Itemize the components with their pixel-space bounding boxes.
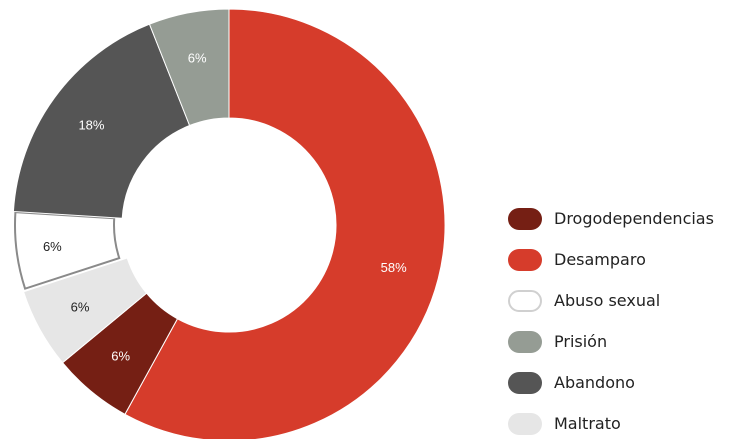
- slice-abuso-sexual[interactable]: [14, 211, 121, 290]
- slice-prisi-n[interactable]: [148, 8, 230, 127]
- legend-item-maltrato[interactable]: Maltrato: [508, 403, 738, 444]
- legend-item-desamparo[interactable]: Desamparo: [508, 239, 738, 280]
- legend-label: Desamparo: [554, 250, 646, 269]
- slice-label: 58%: [381, 260, 407, 275]
- slice-label: 6%: [71, 299, 90, 314]
- legend-swatch: [508, 248, 542, 271]
- slice-label: 6%: [43, 239, 62, 254]
- legend-label: Maltrato: [554, 414, 621, 433]
- legend-label: Prisión: [554, 332, 608, 351]
- legend-label: Abandono: [554, 373, 635, 392]
- chart-legend: Drogodependencias Desamparo Abuso sexual…: [508, 198, 738, 444]
- legend-item-drogodependencias[interactable]: Drogodependencias: [508, 198, 738, 239]
- slice-abandono[interactable]: [12, 23, 191, 219]
- slice-label: 18%: [78, 118, 104, 133]
- legend-swatch: [508, 412, 542, 435]
- slice-maltrato[interactable]: [22, 257, 148, 364]
- legend-item-prision[interactable]: Prisión: [508, 321, 738, 362]
- legend-swatch: [508, 289, 542, 312]
- donut-slices: [12, 8, 446, 439]
- slice-label: 6%: [111, 348, 130, 363]
- slice-labels: 58% 6% 6% 6% 18% 6%: [43, 51, 407, 364]
- slice-label: 6%: [188, 51, 207, 66]
- legend-swatch: [508, 207, 542, 230]
- slice-desamparo[interactable]: [124, 8, 446, 439]
- legend-label: Abuso sexual: [554, 291, 661, 310]
- legend-swatch: [508, 330, 542, 353]
- legend-swatch: [508, 371, 542, 394]
- legend-item-abuso-sexual[interactable]: Abuso sexual: [508, 280, 738, 321]
- legend-item-abandono[interactable]: Abandono: [508, 362, 738, 403]
- legend-label: Drogodependencias: [554, 209, 714, 228]
